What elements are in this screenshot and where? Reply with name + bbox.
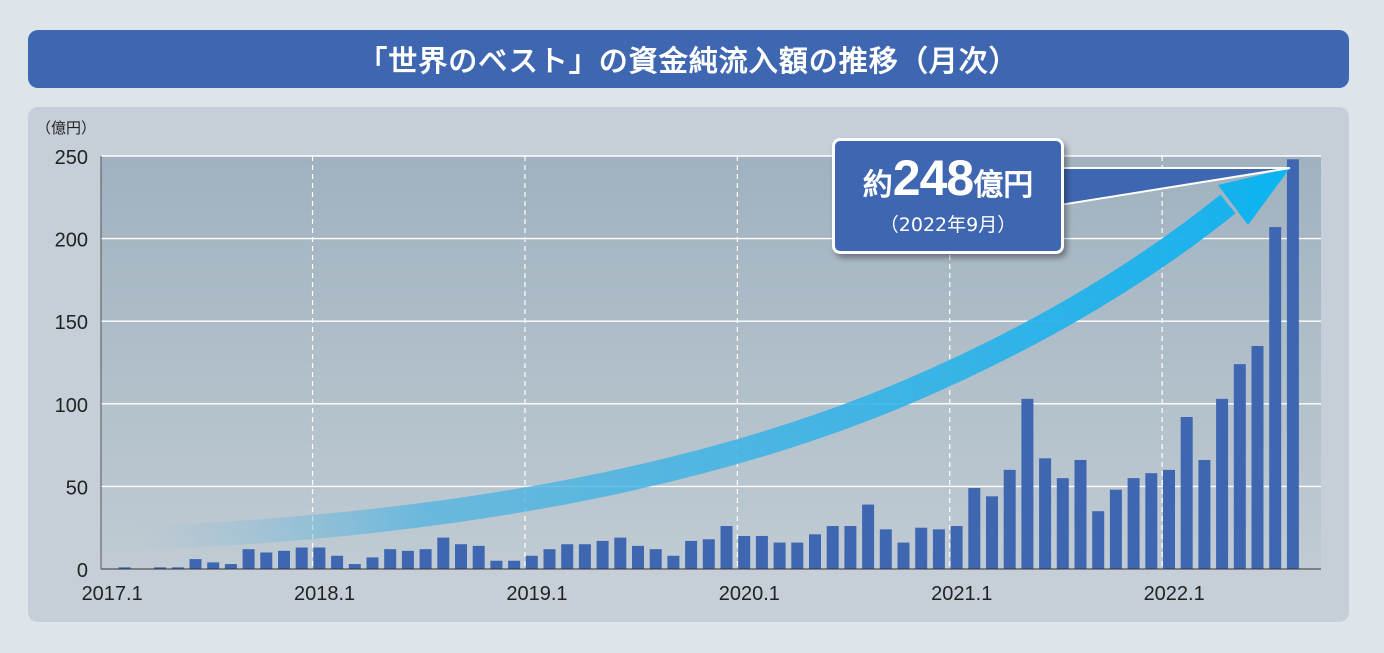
- bar: [932, 529, 945, 569]
- bar: [366, 557, 379, 569]
- x-tick-label: 2021.1: [931, 583, 992, 605]
- bar: [897, 542, 910, 569]
- bar: [455, 544, 467, 569]
- bar: [1039, 458, 1052, 569]
- bar: [578, 544, 591, 569]
- bar: [862, 504, 875, 569]
- y-tick-label: 250: [55, 147, 88, 169]
- y-tick-label: 100: [55, 395, 88, 417]
- bar: [278, 550, 290, 569]
- x-tick-label: 2018.1: [294, 583, 355, 605]
- bar: [1021, 398, 1034, 569]
- trend-arrow-body: [139, 194, 1236, 550]
- bar: [295, 547, 308, 569]
- y-tick-label: 200: [55, 230, 88, 252]
- bar: [844, 526, 857, 569]
- x-tick-label: 2022.1: [1144, 583, 1205, 605]
- bar: [720, 526, 733, 569]
- bar: [384, 549, 397, 569]
- bar: [879, 529, 892, 569]
- bar: [986, 496, 998, 569]
- bar: [649, 549, 662, 569]
- x-axis-ticks: 2017.1 2018.1 2019.1 2020.1 2021.1 2022.1: [82, 583, 1205, 605]
- bar: [596, 540, 609, 569]
- bar: [632, 545, 644, 569]
- bar: [809, 534, 821, 569]
- bar-series: [118, 159, 1299, 569]
- callout-prefix: 約: [862, 168, 893, 203]
- bar: [950, 526, 963, 569]
- y-tick-label: 0: [77, 560, 88, 582]
- bar: [702, 539, 715, 569]
- x-tick-label: 2019.1: [506, 583, 567, 605]
- bar: [614, 537, 627, 569]
- bar: [472, 545, 485, 569]
- bar: [224, 564, 237, 569]
- bar: [685, 540, 698, 569]
- bar: [755, 535, 768, 569]
- bar: [1074, 459, 1087, 569]
- bar: [1127, 478, 1140, 569]
- x-tick-label: 2017.1: [82, 583, 143, 605]
- chart-title-bar: 「世界のベスト」の資金純流入額の推移（月次）: [28, 30, 1349, 88]
- y-tick-label: 50: [66, 477, 88, 499]
- peak-value-callout: 約248億円 （2022年9月）: [832, 138, 1064, 254]
- bar: [791, 542, 804, 569]
- bar: [773, 542, 786, 569]
- bar: [331, 555, 344, 569]
- bar: [561, 544, 574, 569]
- y-axis-ticks: 0 50 100 150 200 250: [55, 147, 88, 582]
- y-tick-label: 150: [55, 312, 88, 334]
- bar: [968, 488, 981, 569]
- trend-arrow-head: [1218, 168, 1290, 225]
- bar: [1286, 159, 1299, 569]
- bar: [490, 560, 503, 569]
- bar: [1233, 364, 1246, 569]
- bar: [419, 549, 432, 569]
- bar: [525, 555, 538, 569]
- bar: [171, 567, 184, 569]
- callout-unit: 億円: [973, 168, 1034, 203]
- callout-date: （2022年9月）: [879, 214, 1017, 236]
- bar: [1269, 227, 1282, 569]
- bar: [667, 555, 680, 569]
- bar: [1145, 473, 1158, 569]
- bar: [242, 549, 255, 569]
- bar: [207, 562, 220, 569]
- bar: [1180, 417, 1193, 569]
- bar: [1092, 511, 1105, 569]
- bar: [401, 550, 414, 569]
- bar: [1198, 459, 1211, 569]
- bar: [1003, 469, 1016, 569]
- x-tick-label: 2020.1: [719, 583, 780, 605]
- bar: [826, 526, 839, 569]
- bar: [1251, 345, 1264, 569]
- bar: [915, 527, 928, 569]
- bar: [348, 564, 361, 569]
- bar: [154, 567, 167, 569]
- y-axis-unit-label: （億円）: [36, 119, 96, 137]
- bar: [543, 549, 556, 569]
- bar: [313, 547, 326, 569]
- bar: [1109, 489, 1122, 569]
- callout-number: 248: [892, 150, 974, 206]
- bar: [260, 552, 273, 569]
- trend-arrow: [139, 168, 1290, 550]
- bar: [508, 560, 521, 569]
- chart-title: 「世界のベスト」の資金純流入額の推移（月次）: [358, 44, 1019, 78]
- bar: [1163, 469, 1175, 569]
- bar: [189, 559, 202, 569]
- bar: [437, 537, 450, 569]
- bar: [118, 567, 131, 569]
- bar: [1056, 478, 1069, 569]
- bar: [1216, 398, 1229, 569]
- bar: [738, 535, 751, 569]
- callout-value: 約248億円: [835, 151, 1061, 206]
